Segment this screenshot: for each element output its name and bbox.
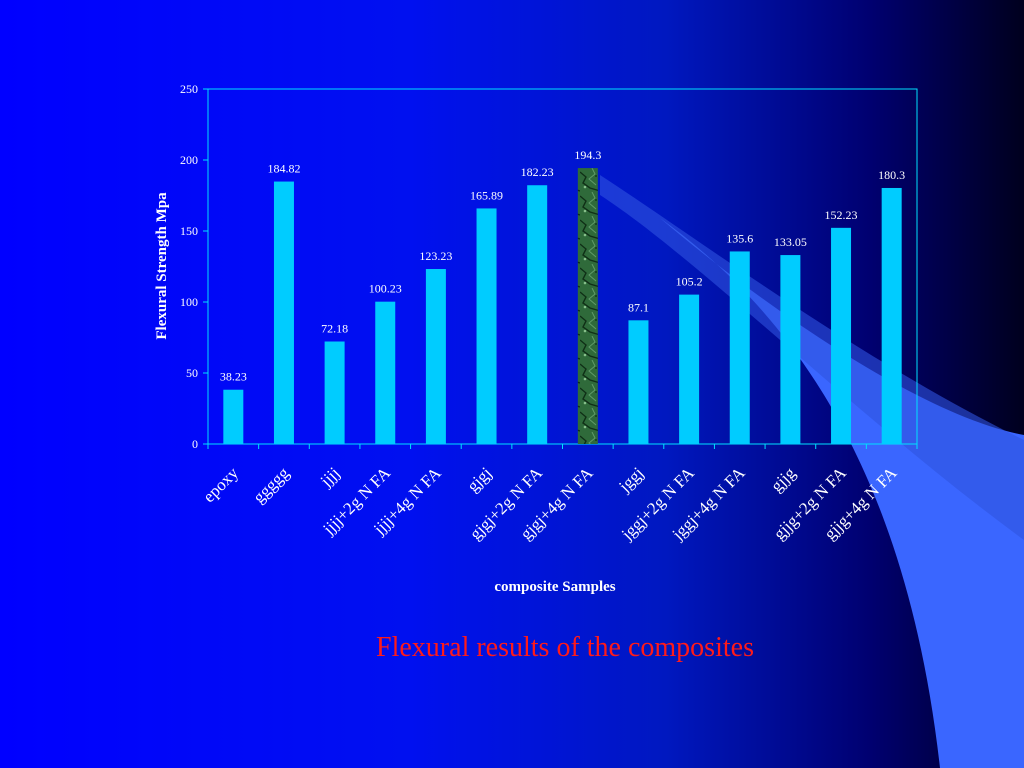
y-tick-label: 100 [180, 295, 198, 309]
x-axis-title: composite Samples [494, 579, 615, 595]
x-tick-label: gjgj [463, 463, 495, 495]
bar [476, 208, 497, 444]
plot-frame [207, 88, 918, 445]
bar [628, 320, 649, 444]
x-tick-label: gjjg [767, 463, 799, 495]
slide-caption: Flexural results of the composites [376, 632, 754, 663]
bar [679, 294, 700, 444]
bar [729, 251, 750, 444]
data-label: 184.82 [267, 162, 300, 176]
decorative-swoosh [660, 218, 1024, 768]
bar [425, 269, 446, 444]
y-axis-title: Flexural Strength Mpa [154, 192, 170, 340]
bar [831, 227, 852, 444]
data-label: 182.23 [521, 165, 554, 179]
y-tick-label: 250 [180, 82, 198, 96]
data-label: 87.1 [628, 300, 649, 314]
highlight-callout-wedge [600, 175, 1024, 540]
data-label: 152.23 [825, 208, 858, 222]
data-label: 135.6 [726, 231, 753, 245]
data-label: 194.3 [574, 148, 601, 162]
bar [375, 301, 396, 444]
y-tick-label: 50 [186, 366, 198, 380]
bar [881, 187, 902, 444]
data-labels-group: 38.23 184.82 72.18 100.23 123.23 165.89 182.23… [220, 148, 905, 384]
y-axis: 0 50 100 150 200 250 [180, 82, 918, 451]
data-label: 72.18 [321, 322, 348, 336]
bar-highlighted [577, 168, 598, 444]
y-tick-label: 0 [192, 437, 198, 451]
data-label: 105.2 [676, 275, 703, 289]
data-label: 38.23 [220, 370, 247, 384]
y-tick-label: 200 [180, 153, 198, 167]
bars-group [223, 168, 902, 444]
bar [780, 255, 801, 444]
x-tick-label: jjjj [316, 463, 344, 491]
data-label: 123.23 [419, 249, 452, 263]
x-tick-label: epoxy [199, 463, 242, 506]
data-label: 100.23 [369, 282, 402, 296]
data-label: 180.3 [878, 168, 905, 182]
data-label: 133.05 [774, 235, 807, 249]
x-tick-label: jggj [614, 463, 647, 496]
bar [223, 389, 244, 444]
bar [324, 341, 345, 444]
x-tick-label: ggggg [249, 463, 293, 507]
bar [273, 181, 294, 444]
bar [527, 185, 548, 444]
data-label: 165.89 [470, 188, 503, 202]
y-tick-label: 150 [180, 224, 198, 238]
